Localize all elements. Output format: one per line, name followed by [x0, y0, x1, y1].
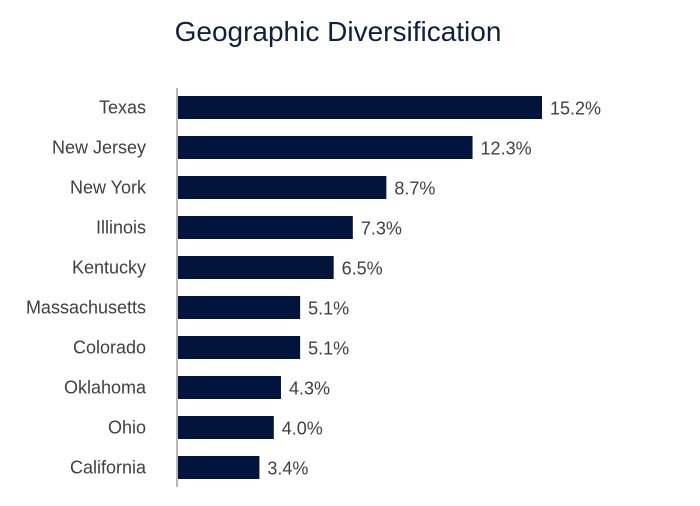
data-label: 5.1% — [308, 299, 349, 319]
category-label: Oklahoma — [64, 378, 147, 398]
bar — [178, 416, 274, 439]
data-label: 12.3% — [481, 139, 532, 159]
bar — [178, 136, 473, 159]
data-label: 7.3% — [361, 219, 402, 239]
bar — [178, 376, 281, 399]
category-label: New York — [70, 178, 147, 198]
data-label: 15.2% — [550, 99, 601, 119]
bar — [178, 96, 542, 119]
data-label: 8.7% — [394, 179, 435, 199]
data-label: 3.4% — [267, 459, 308, 479]
bar — [178, 296, 301, 319]
chart-title: Geographic Diversification — [174, 16, 502, 47]
category-label: California — [70, 458, 147, 478]
data-label: 4.3% — [289, 379, 330, 399]
category-label: Colorado — [73, 338, 146, 358]
data-label: 4.0% — [282, 419, 323, 439]
data-label: 5.1% — [308, 339, 349, 359]
bar — [178, 176, 387, 199]
category-label: Illinois — [96, 218, 146, 238]
category-label: Texas — [99, 98, 146, 118]
category-label: Kentucky — [72, 258, 146, 278]
bar — [178, 456, 260, 479]
data-label: 6.5% — [342, 259, 383, 279]
category-label: Massachusetts — [26, 298, 146, 318]
bar — [178, 336, 301, 359]
bar — [178, 256, 334, 279]
category-label: Ohio — [108, 418, 146, 438]
category-label: New Jersey — [52, 138, 146, 158]
bar — [178, 216, 353, 239]
